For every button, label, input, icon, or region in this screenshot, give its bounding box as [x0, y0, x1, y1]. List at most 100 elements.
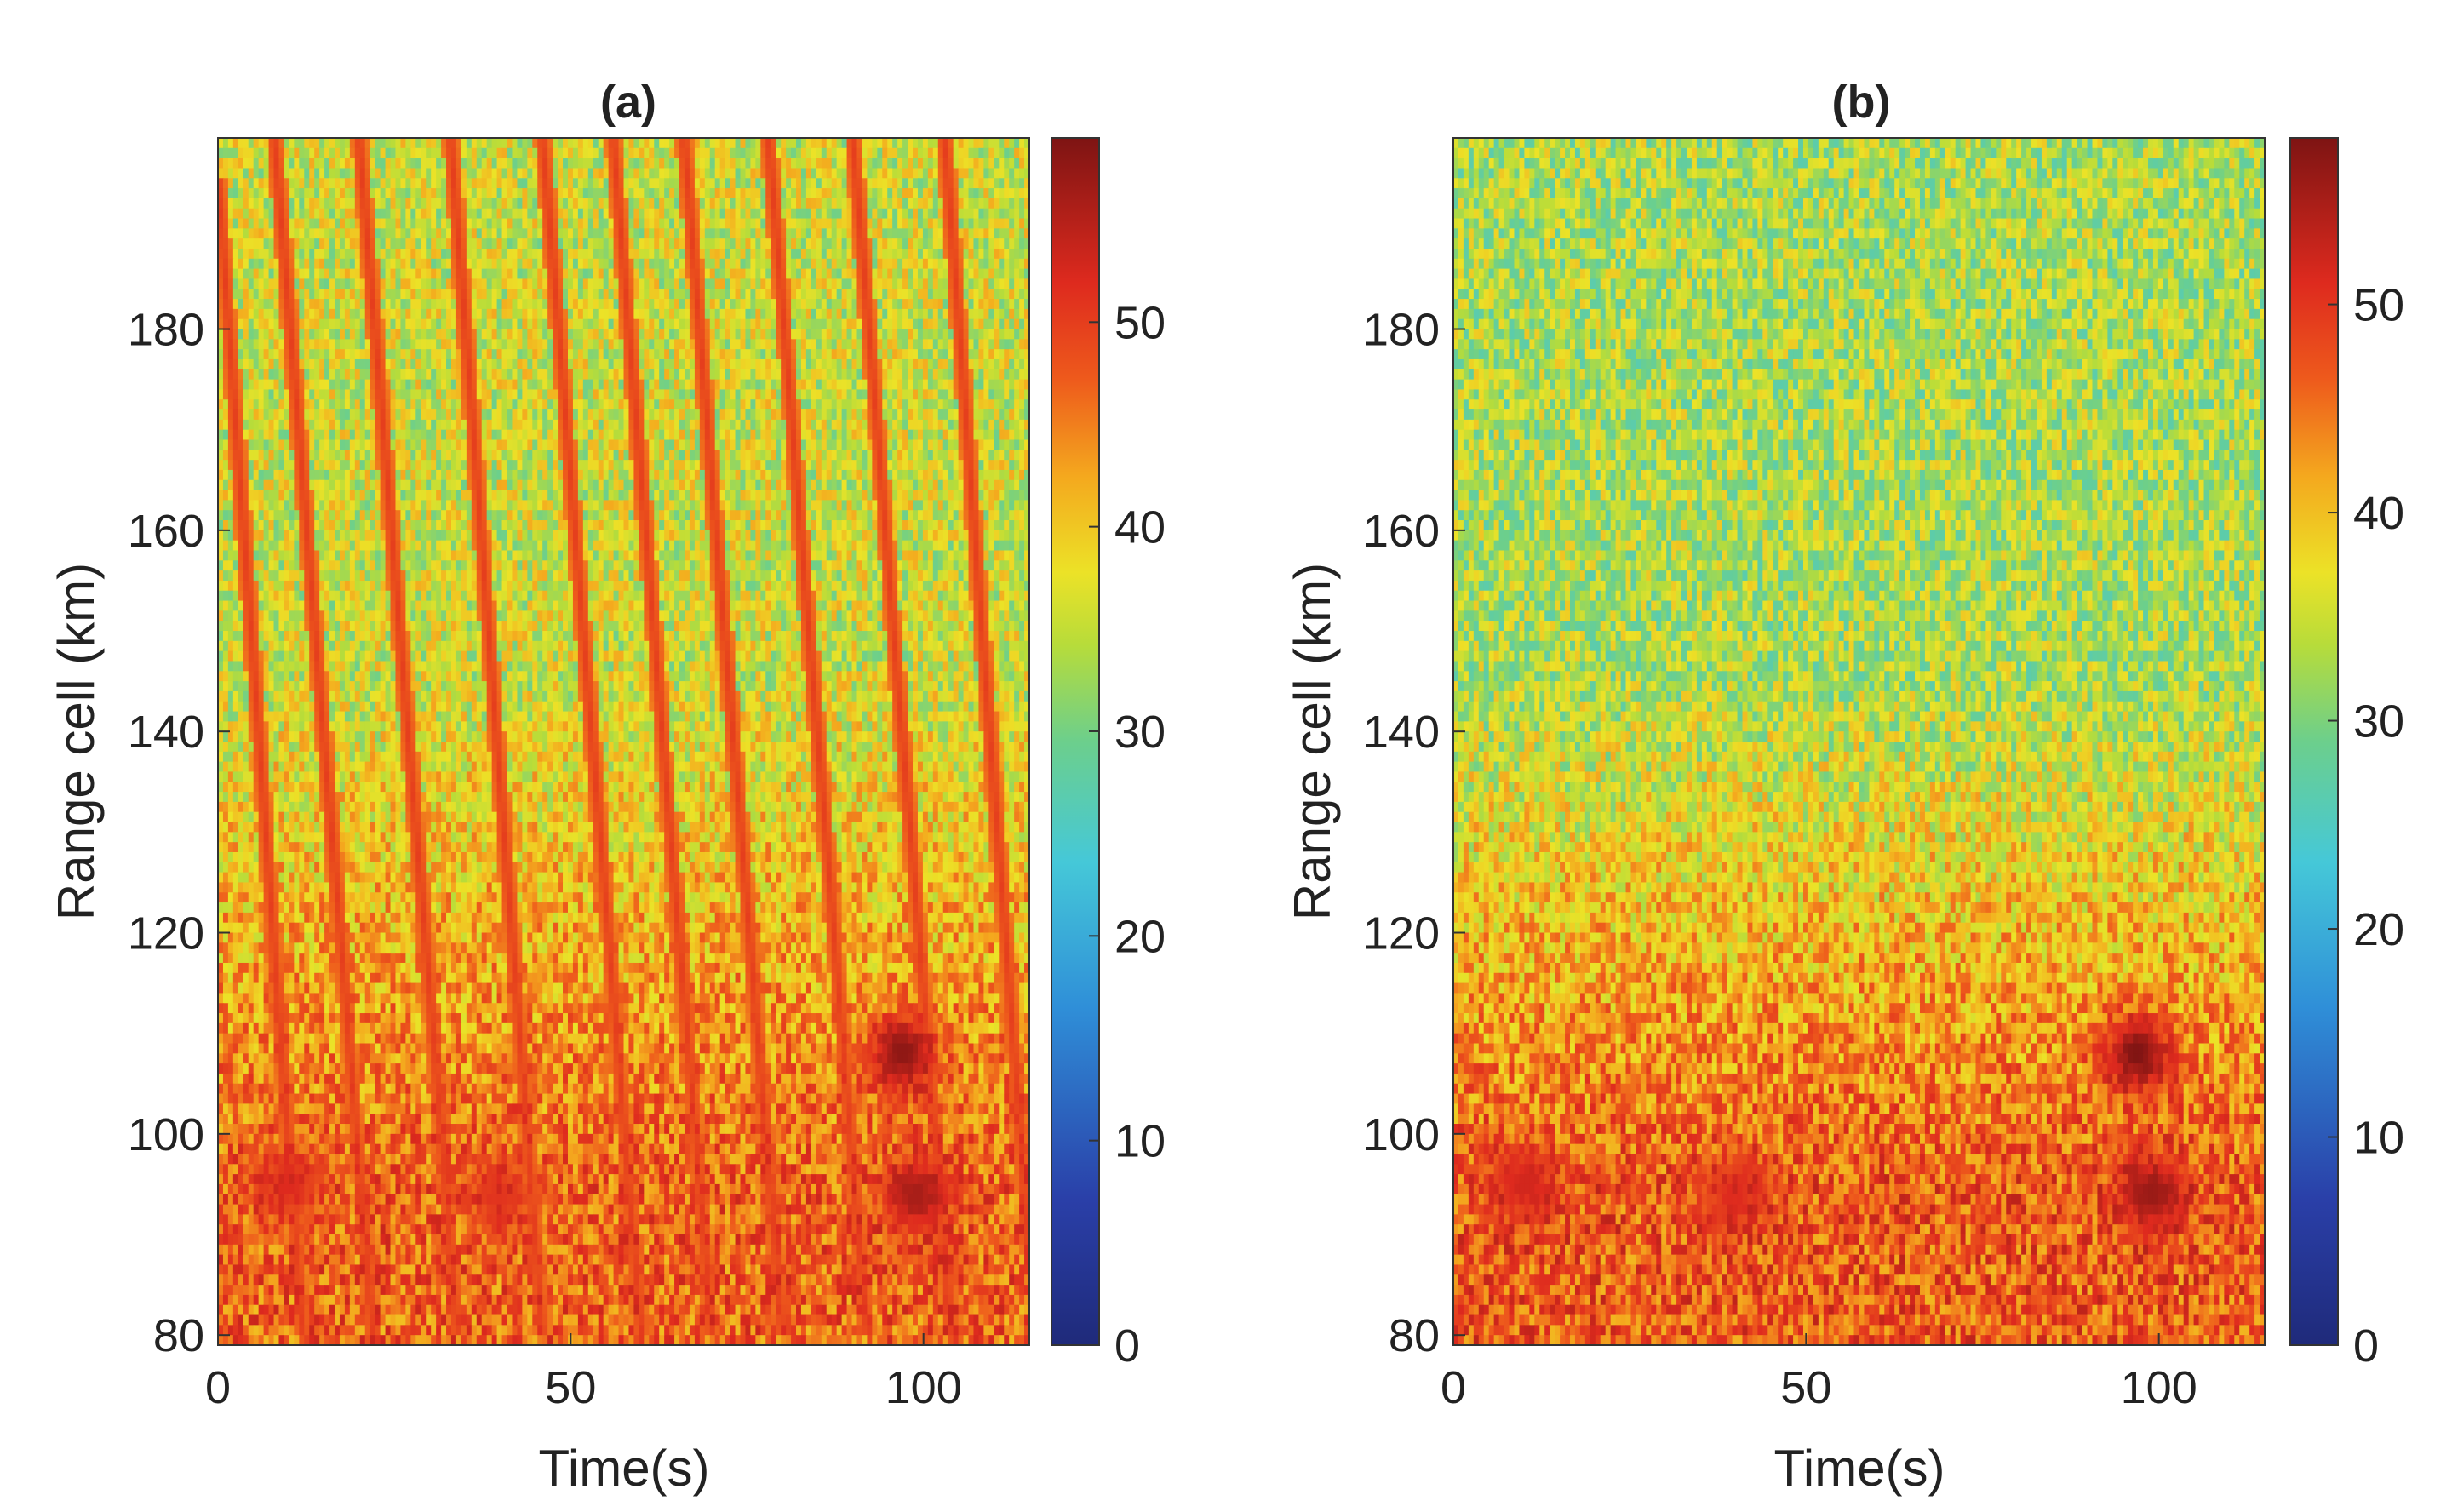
heatmap-cell: [284, 158, 289, 169]
heatmap-cell: [679, 168, 685, 178]
heatmap-cell: [517, 198, 523, 209]
heatmap-cell: [547, 188, 553, 198]
heatmap-cell: [314, 148, 320, 158]
heatmap-cell: [948, 178, 954, 188]
heatmap-cell: [299, 178, 305, 188]
heatmap-cell: [299, 198, 305, 209]
heatmap-cell: [593, 178, 599, 188]
heatmap-cell: [456, 168, 462, 178]
heatmap-cell: [274, 148, 280, 158]
heatmap-cell: [619, 188, 625, 198]
heatmap-cell: [228, 168, 234, 178]
heatmap-cell: [405, 148, 411, 158]
heatmap-cell: [933, 138, 939, 148]
heatmap-cell: [568, 148, 574, 158]
heatmap-cell: [335, 148, 341, 158]
heatmap-cell: [517, 178, 523, 188]
heatmap-cell: [507, 158, 513, 169]
heatmap-cell: [877, 178, 883, 188]
heatmap-cell: [736, 168, 742, 178]
heatmap-cell: [685, 168, 690, 178]
heatmap-cell: [223, 158, 229, 169]
heatmap-cell: [669, 148, 675, 158]
heatmap-cell: [350, 148, 356, 158]
heatmap-cell: [400, 188, 406, 198]
heatmap-cell: [720, 198, 726, 209]
heatmap-cell: [304, 168, 310, 178]
heatmap-cell: [994, 148, 1000, 158]
heatmap-cell: [750, 198, 756, 209]
heatmap-cell: [542, 188, 548, 198]
heatmap-cell: [872, 168, 878, 178]
heatmap-cell: [736, 148, 742, 158]
heatmap-cell: [760, 158, 766, 169]
heatmap-cell: [350, 138, 356, 148]
heatmap-cell: [674, 168, 680, 178]
heatmap-cell: [736, 198, 742, 209]
heatmap-cell: [426, 188, 432, 198]
heatmap-cell: [563, 158, 569, 169]
heatmap-cell: [776, 138, 782, 148]
heatmap-cell: [928, 158, 934, 169]
heatmap-cell: [720, 178, 726, 188]
heatmap-cell: [441, 158, 447, 169]
heatmap-cell: [999, 148, 1005, 158]
heatmap-cell: [249, 188, 255, 198]
heatmap-cell: [329, 188, 335, 198]
heatmap-cell: [771, 168, 776, 178]
heatmap-cell: [223, 178, 229, 188]
heatmap-cell: [329, 138, 335, 148]
heatmap-cell: [233, 168, 239, 178]
heatmap-cell: [897, 178, 903, 188]
heatmap-cell: [604, 138, 610, 148]
heatmap-cell: [720, 138, 726, 148]
heatmap-cell: [674, 158, 680, 169]
heatmap-cell: [259, 168, 265, 178]
heatmap-cell: [847, 158, 853, 169]
heatmap-cell: [553, 188, 559, 198]
heatmap-cell: [877, 148, 883, 158]
heatmap-cell: [1014, 148, 1020, 158]
heatmap-cell: [978, 168, 984, 178]
heatmap-cell: [964, 178, 970, 188]
heatmap-cell: [659, 158, 665, 169]
heatmap-cell: [765, 148, 771, 158]
heatmap-cell: [969, 148, 975, 158]
heatmap-cell: [400, 168, 406, 178]
heatmap-cell: [609, 188, 615, 198]
heatmap-cell: [527, 188, 533, 198]
heatmap-cell: [964, 148, 970, 158]
heatmap-cell: [973, 158, 979, 169]
heatmap-cell: [512, 198, 518, 209]
heatmap-cell: [477, 168, 483, 178]
heatmap-area: [218, 138, 1030, 1346]
heatmap-cell: [243, 138, 249, 148]
heatmap-cell: [614, 178, 620, 188]
heatmap-cell: [309, 138, 315, 148]
heatmap-cell: [969, 178, 975, 188]
heatmap-cell: [391, 138, 397, 148]
heatmap-cell: [806, 158, 812, 169]
heatmap-cell: [872, 138, 878, 148]
heatmap-cell: [284, 148, 289, 158]
heatmap-cell: [431, 158, 437, 169]
heatmap-cell: [487, 138, 493, 148]
heatmap-cell: [340, 178, 346, 188]
heatmap-cell: [456, 198, 462, 209]
heatmap-cell: [654, 178, 660, 188]
heatmap-cell: [938, 178, 944, 188]
heatmap-cell: [856, 138, 862, 148]
heatmap-cell: [725, 188, 731, 198]
heatmap-cell: [233, 138, 239, 148]
heatmap-cell: [532, 158, 538, 169]
heatmap-cell: [954, 178, 960, 188]
heatmap-cell: [467, 198, 473, 209]
heatmap-cell: [973, 168, 979, 178]
heatmap-cell: [928, 188, 934, 198]
heatmap-cell: [324, 158, 330, 169]
heatmap-cell: [1004, 158, 1010, 169]
heatmap-cell: [355, 158, 361, 169]
heatmap-cell: [340, 148, 346, 158]
chart-title: (a): [600, 77, 656, 128]
heatmap-cell: [415, 198, 421, 209]
